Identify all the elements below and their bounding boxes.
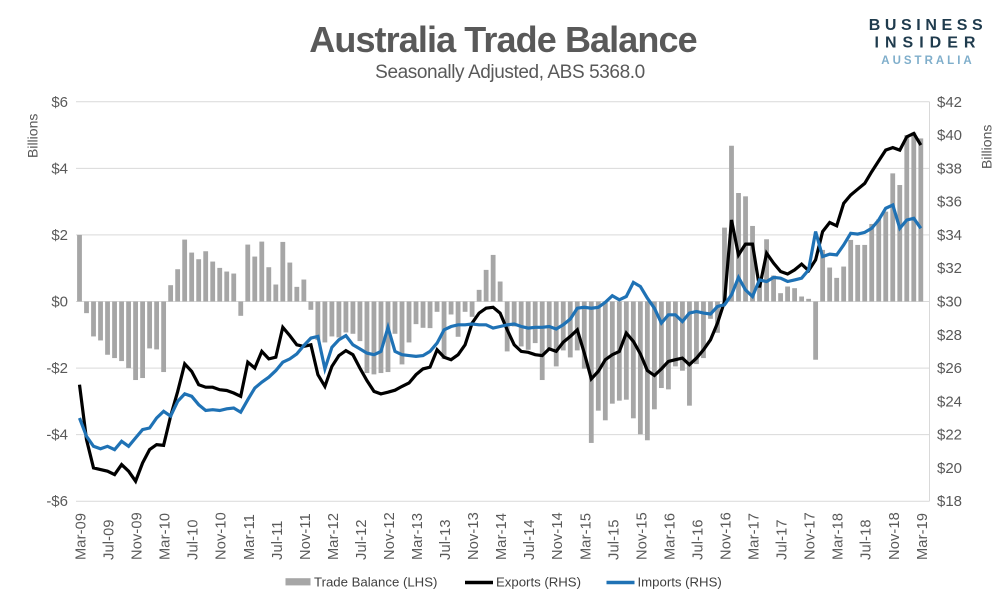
svg-text:-$6: -$6 [46,493,68,510]
svg-text:Jul-17: Jul-17 [775,519,791,560]
svg-text:Mar-11: Mar-11 [242,514,258,560]
svg-text:$40: $40 [937,127,962,144]
svg-text:$36: $36 [937,194,962,211]
svg-text:AUSTRALIA: AUSTRALIA [881,55,974,67]
svg-text:$24: $24 [937,393,962,410]
svg-text:$20: $20 [937,460,962,477]
svg-text:Billions: Billions [25,114,41,158]
svg-text:$32: $32 [937,260,962,277]
svg-text:Jul-15: Jul-15 [606,519,622,560]
svg-text:Jul-12: Jul-12 [354,519,370,560]
svg-text:Nov-14: Nov-14 [550,512,566,560]
svg-text:Mar-10: Mar-10 [158,513,174,560]
svg-text:$4: $4 [51,160,68,177]
svg-text:Seasonally Adjusted, ABS 5368.: Seasonally Adjusted, ABS 5368.0 [375,62,645,83]
svg-text:$38: $38 [937,160,962,177]
svg-text:Mar-15: Mar-15 [578,513,594,560]
svg-text:-$2: -$2 [46,360,68,377]
svg-text:$2: $2 [51,227,68,244]
svg-text:Nov-12: Nov-12 [382,512,398,560]
svg-text:$22: $22 [937,427,962,444]
svg-text:$42: $42 [937,94,962,111]
svg-text:Jul-10: Jul-10 [186,519,202,560]
svg-text:$28: $28 [937,327,962,344]
svg-text:Exports (RHS): Exports (RHS) [496,574,581,589]
svg-text:Nov-13: Nov-13 [466,512,482,560]
svg-text:Jul-16: Jul-16 [691,519,707,560]
svg-text:Mar-18: Mar-18 [831,513,847,560]
svg-text:$18: $18 [937,493,962,510]
svg-text:Mar-13: Mar-13 [410,513,426,560]
svg-text:Nov-18: Nov-18 [887,512,903,560]
svg-text:Jul-09: Jul-09 [102,519,118,560]
svg-text:Nov-17: Nov-17 [803,512,819,560]
svg-text:$30: $30 [937,294,962,311]
svg-text:INSIDER: INSIDER [875,35,982,52]
svg-text:Mar-09: Mar-09 [74,513,90,560]
svg-text:Nov-16: Nov-16 [719,512,735,560]
svg-text:Nov-15: Nov-15 [634,512,650,560]
svg-text:Imports (RHS): Imports (RHS) [638,574,722,589]
svg-text:$0: $0 [51,294,68,311]
svg-text:$26: $26 [937,360,962,377]
svg-text:$34: $34 [937,227,962,244]
svg-text:Jul-14: Jul-14 [522,519,538,560]
svg-text:-$4: -$4 [46,427,68,444]
svg-text:Nov-11: Nov-11 [298,513,314,560]
svg-text:Jul-13: Jul-13 [438,519,454,560]
svg-text:Mar-12: Mar-12 [326,513,342,560]
svg-text:BUSINESS: BUSINESS [869,17,988,34]
svg-text:Mar-19: Mar-19 [915,513,931,560]
svg-text:Nov-10: Nov-10 [214,512,230,560]
svg-text:Billions: Billions [979,125,995,169]
svg-text:Mar-16: Mar-16 [662,513,678,560]
svg-text:Mar-14: Mar-14 [494,513,510,560]
svg-text:Australia Trade Balance: Australia Trade Balance [309,19,696,60]
svg-text:$6: $6 [51,94,68,111]
svg-text:Jul-11: Jul-11 [270,520,286,560]
svg-text:Mar-17: Mar-17 [747,513,763,560]
svg-text:Trade Balance (LHS): Trade Balance (LHS) [314,574,437,589]
svg-text:Jul-18: Jul-18 [859,519,875,560]
svg-text:Nov-09: Nov-09 [130,512,146,560]
